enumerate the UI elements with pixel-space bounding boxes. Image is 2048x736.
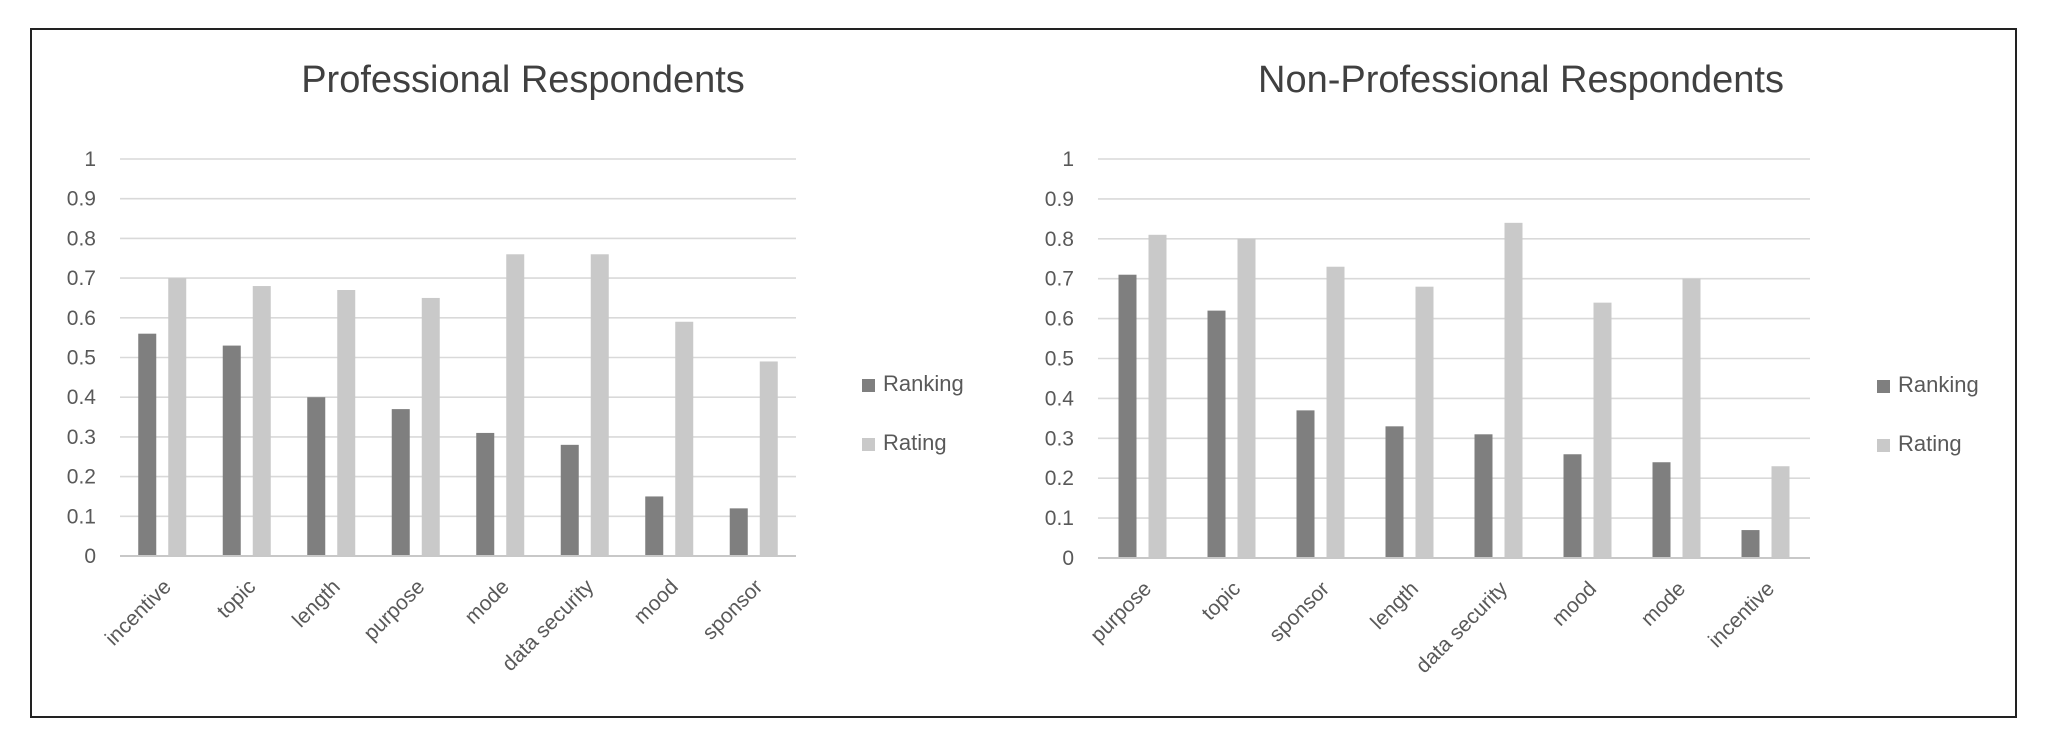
chart2-y-tick-label: 0.7: [1045, 268, 1074, 291]
chart2-bar-ranking: [1118, 274, 1137, 558]
chart1-y-tick-label: 0.5: [67, 347, 96, 370]
chart2-y-tick-label: 0.6: [1045, 308, 1074, 331]
chart2-bar-ranking: [1563, 454, 1582, 558]
chart1-y-tick-label: 0.4: [67, 386, 97, 409]
chart1-y-tick-label: 0.3: [67, 426, 96, 449]
chart2-bar-rating: [1415, 286, 1434, 558]
chart2-x-tick-label: incentive: [1704, 577, 1779, 652]
chart1-bar-rating: [337, 290, 356, 556]
chart1-x-tick-label: length: [288, 575, 345, 632]
chart1-bar-rating: [252, 286, 271, 556]
chart1-x-tick-label: data security: [498, 575, 599, 676]
chart2-x-tick-label: mood: [1548, 577, 1601, 630]
chart2-x-tick-label: topic: [1197, 577, 1245, 625]
chart1-legend-label-ranking: Ranking: [883, 371, 964, 396]
chart1-y-tick-label: 0.8: [67, 227, 96, 250]
chart1-x-tick-label: purpose: [359, 575, 429, 645]
chart2-bar-rating: [1771, 466, 1790, 558]
chart2-x-tick-label: data security: [1412, 577, 1513, 678]
chart1-bar-ranking: [560, 444, 579, 556]
chart1-legend-label-rating: Rating: [883, 430, 947, 455]
chart1-y-tick-label: 0.1: [67, 505, 96, 528]
chart1-bar-rating: [168, 278, 187, 556]
chart1-x-tick-label: mood: [629, 575, 682, 628]
chart2-bar-ranking: [1741, 530, 1760, 558]
chart2-y-tick-label: 0: [1062, 547, 1074, 570]
chart1-bar-rating: [759, 361, 778, 556]
chart1-bar-ranking: [645, 496, 664, 556]
chart1-bar-ranking: [476, 432, 495, 556]
chart2-legend-label-ranking: Ranking: [1898, 372, 1979, 397]
chart1-y-tick-label: 0.2: [67, 466, 96, 489]
chart2-bar-rating: [1682, 278, 1701, 558]
chart2-bar-ranking: [1474, 434, 1493, 558]
chart2-x-tick-label: purpose: [1086, 577, 1156, 647]
chart2-legend-swatch-rating: [1877, 439, 1890, 452]
chart1-x-tick-label: sponsor: [698, 575, 767, 644]
chart1-x-tick-label: incentive: [101, 575, 176, 650]
chart2-y-tick-label: 0.8: [1045, 228, 1074, 251]
chart2-title: Non-Professional Respondents: [1258, 59, 1784, 101]
chart1-bar-ranking: [222, 345, 241, 556]
chart1-y-tick-label: 0: [84, 545, 96, 568]
chart2-y-tick-label: 0.3: [1045, 427, 1074, 450]
chart2-bar-rating: [1148, 234, 1167, 558]
chart2-bar-ranking: [1652, 462, 1671, 558]
chart2-bar-rating: [1593, 302, 1612, 558]
chart1-bar-rating: [421, 297, 440, 556]
chart2-y-tick-label: 0.5: [1045, 348, 1074, 371]
chart1-bar-rating: [675, 321, 694, 556]
chart1-x-tick-label: topic: [213, 575, 261, 623]
chart2-y-tick-label: 0.1: [1045, 507, 1074, 530]
chart2-legend-swatch-ranking: [1877, 380, 1890, 393]
chart1-y-tick-label: 0.7: [67, 267, 96, 290]
chart1-bar-ranking: [729, 508, 748, 556]
chart1-legend-swatch-ranking: [862, 379, 875, 392]
chart1-bar-rating: [506, 254, 525, 556]
chart1-title: Professional Respondents: [301, 59, 745, 101]
chart1-legend-swatch-rating: [862, 438, 875, 451]
chart2-bar-rating: [1237, 238, 1256, 559]
chart2-legend-label-rating: Rating: [1898, 431, 1962, 456]
chart2-bar-ranking: [1385, 426, 1404, 558]
chart2-bar-rating: [1326, 266, 1345, 558]
chart2-bar-ranking: [1207, 310, 1226, 558]
chart1-y-tick-label: 1: [84, 148, 96, 171]
chart2-x-tick-label: sponsor: [1265, 577, 1334, 646]
chart1-bar-ranking: [138, 333, 157, 556]
chart2-y-tick-label: 0.4: [1045, 387, 1075, 410]
chart2-x-tick-label: length: [1366, 577, 1423, 634]
chart2-bar-rating: [1504, 222, 1523, 558]
chart2-bar-ranking: [1296, 410, 1315, 558]
chart2-y-tick-label: 1: [1062, 148, 1074, 171]
chart2-y-tick-label: 0.2: [1045, 467, 1074, 490]
chart2-y-tick-label: 0.9: [1045, 188, 1074, 211]
chart1-y-tick-label: 0.6: [67, 307, 96, 330]
chart1-bar-rating: [590, 254, 609, 556]
chart1-bar-ranking: [307, 397, 326, 556]
chart2-x-tick-label: mode: [1637, 577, 1690, 630]
chart1-bar-ranking: [391, 409, 410, 556]
chart1-x-tick-label: mode: [460, 575, 513, 628]
chart1-y-tick-label: 0.9: [67, 188, 96, 211]
